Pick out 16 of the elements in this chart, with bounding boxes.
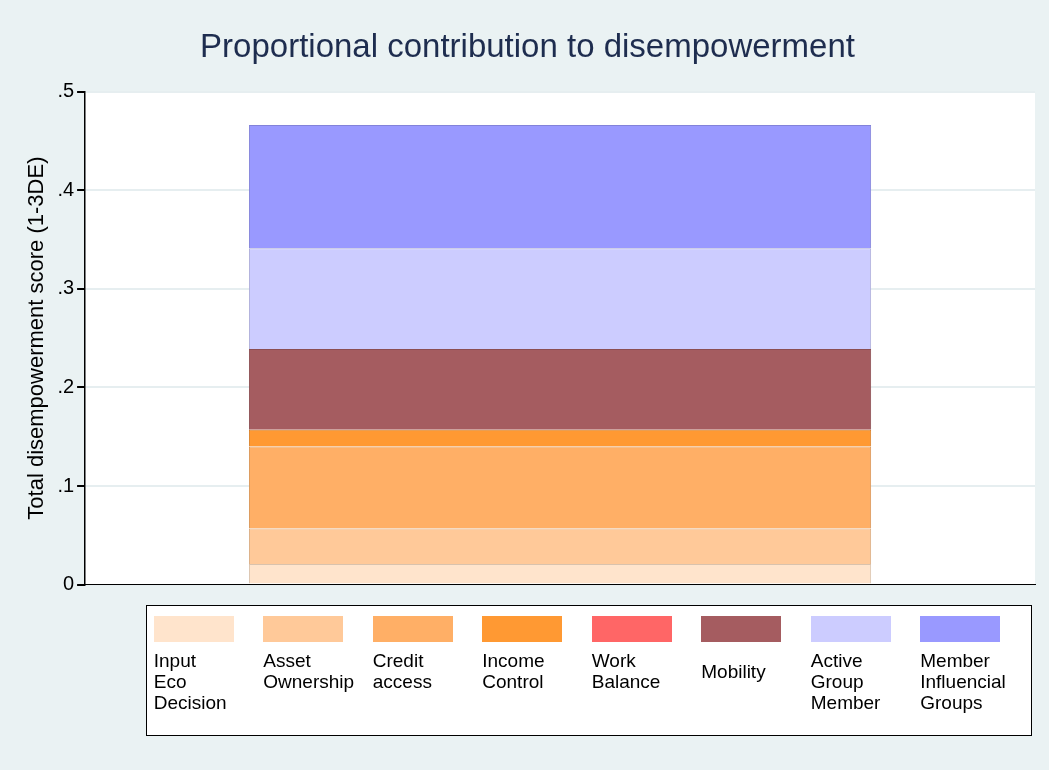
y-tick-label: .4 [57, 177, 75, 200]
y-tick-label: 0 [62, 572, 75, 595]
legend-label: Input Eco Decision [153, 650, 227, 713]
legend-label: Mobility [701, 659, 766, 684]
legend-label: Asset Ownership [263, 650, 355, 692]
y-tick-label: .1 [57, 473, 75, 496]
y-axis-title: Total disempowerment score (1-3DE) [23, 156, 49, 520]
chart-title: Proportional contribution to disempowerment [200, 26, 855, 64]
y-tick-label: .5 [57, 79, 75, 102]
legend-label: Member Influencial Groups [920, 650, 1006, 713]
legend-label: Income Control [482, 650, 545, 692]
legend-label: Work Balance [591, 650, 661, 692]
legend-label: Credit access [372, 650, 432, 692]
y-tick-label: .2 [57, 374, 75, 397]
legend-label: Active Group Member [810, 650, 881, 713]
y-tick-label: .3 [57, 276, 75, 299]
